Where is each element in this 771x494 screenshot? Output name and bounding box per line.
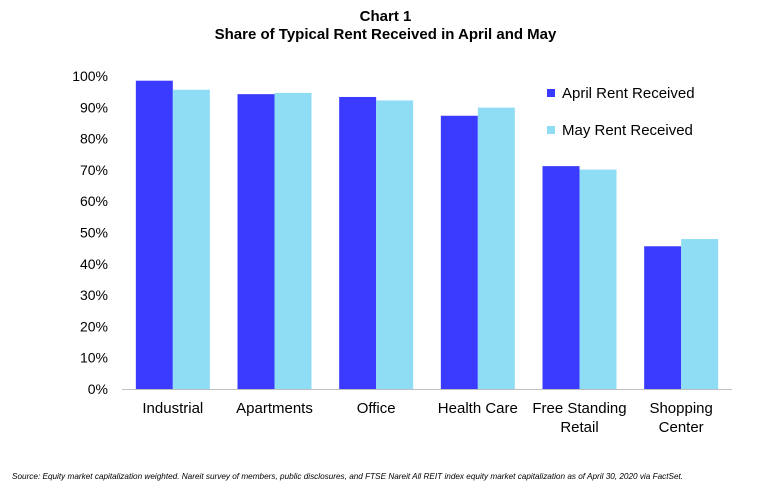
- y-tick-label: 70%: [80, 162, 108, 178]
- bar-april-rent-received: [542, 166, 580, 389]
- legend-label: May Rent Received: [562, 122, 693, 139]
- y-tick-label: 40%: [80, 256, 108, 272]
- bar-april-rent-received: [440, 115, 478, 389]
- bar-may-rent-received: [274, 92, 312, 389]
- x-category-label: Apartments: [236, 400, 313, 417]
- x-category-label: Industrial: [142, 400, 203, 417]
- y-tick-label: 80%: [80, 131, 108, 147]
- x-category-label: Center: [659, 419, 704, 436]
- x-category-label: Health Care: [438, 400, 518, 417]
- bar-chart: 0% 10% 20% 30% 40% 50% 60% 70% 80% 90% 100% Industr…: [72, 68, 732, 436]
- bar-april-rent-received: [644, 246, 682, 389]
- x-category-label: Retail: [560, 419, 598, 436]
- y-tick-label: 60%: [80, 193, 108, 209]
- bar-may-rent-received: [681, 239, 719, 389]
- bar-may-rent-received: [376, 100, 414, 389]
- bar-may-rent-received: [172, 89, 210, 389]
- chart-title-block: Chart 1 Share of Typical Rent Received i…: [0, 8, 771, 44]
- x-category-label: Shopping: [649, 400, 712, 417]
- bar-april-rent-received: [237, 94, 275, 390]
- y-tick-label: 90%: [80, 99, 108, 115]
- legend-swatch: [547, 126, 555, 134]
- bar-may-rent-received: [477, 107, 515, 389]
- bar-april-rent-received: [339, 96, 377, 389]
- legend-label: April Rent Received: [562, 85, 695, 102]
- y-tick-label: 10%: [80, 350, 108, 366]
- y-tick-label: 20%: [80, 318, 108, 334]
- y-tick-label: 30%: [80, 287, 108, 303]
- chart-subtitle: Share of Typical Rent Received in April …: [214, 26, 557, 43]
- bar-april-rent-received: [135, 80, 173, 389]
- x-category-label: Office: [357, 400, 396, 417]
- chart-title: Chart 1: [359, 8, 412, 25]
- y-tick-label: 50%: [80, 225, 108, 241]
- y-tick-label: 100%: [72, 68, 108, 84]
- source-note: Source: Equity market capitalization wei…: [12, 472, 684, 481]
- x-category-label: Free Standing: [532, 400, 626, 417]
- y-tick-label: 0%: [88, 381, 108, 397]
- bar-may-rent-received: [579, 169, 617, 389]
- legend-swatch: [547, 89, 555, 97]
